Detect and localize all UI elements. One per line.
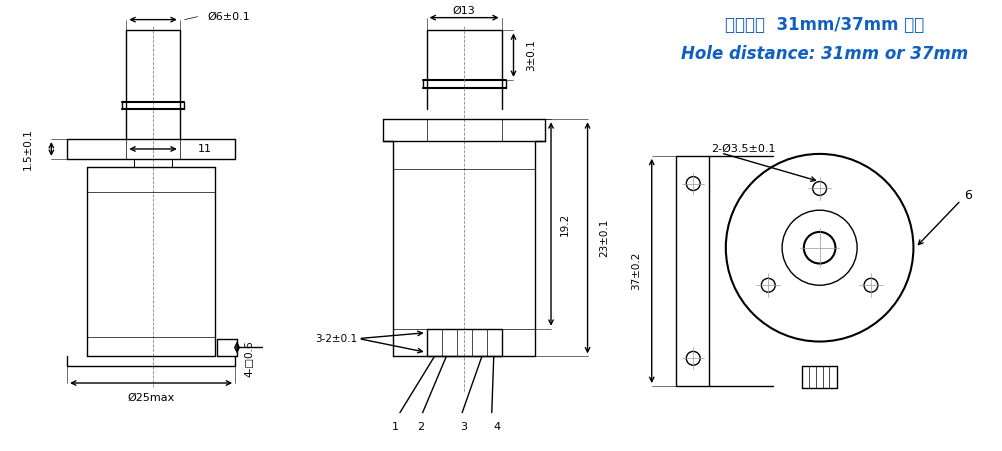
- Text: Ø13: Ø13: [453, 6, 476, 16]
- Text: 11: 11: [197, 144, 211, 154]
- Text: 19.2: 19.2: [560, 212, 570, 235]
- Text: Ø6±0.1: Ø6±0.1: [207, 12, 250, 22]
- Text: 孔间距：  31mm/37mm 可选: 孔间距： 31mm/37mm 可选: [724, 15, 924, 33]
- Text: 4-□0.6: 4-□0.6: [244, 340, 255, 377]
- Text: 4: 4: [493, 423, 500, 433]
- Text: 3-2±0.1: 3-2±0.1: [316, 334, 358, 344]
- Text: 1.5±0.1: 1.5±0.1: [23, 128, 33, 170]
- Text: 23±0.1: 23±0.1: [599, 219, 609, 257]
- Text: 2-Ø3.5±0.1: 2-Ø3.5±0.1: [711, 144, 776, 154]
- Text: Ø25max: Ø25max: [127, 393, 174, 403]
- Text: 3±0.1: 3±0.1: [526, 39, 536, 71]
- Text: Hole distance: 31mm or 37mm: Hole distance: 31mm or 37mm: [681, 45, 968, 63]
- Text: 6: 6: [964, 189, 972, 202]
- Text: 3: 3: [461, 423, 468, 433]
- Text: 37±0.2: 37±0.2: [631, 252, 641, 290]
- Text: 1: 1: [392, 423, 399, 433]
- Text: 2: 2: [417, 423, 424, 433]
